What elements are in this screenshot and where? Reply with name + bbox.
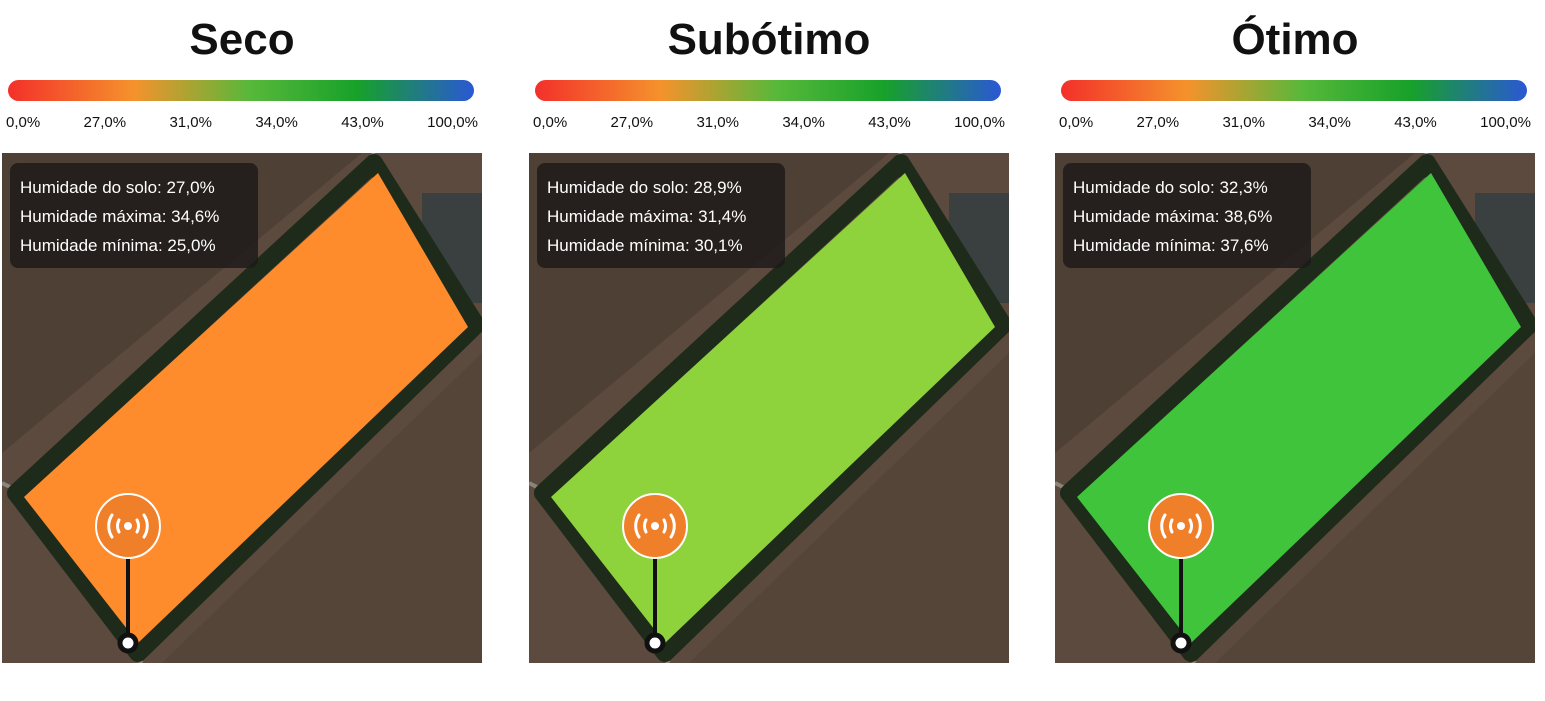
scale-label: 0,0% [533, 114, 568, 131]
color-scale-bar [535, 80, 1001, 101]
signal-wave [634, 513, 641, 539]
signal-wave [669, 513, 676, 539]
tree-line [1060, 154, 1535, 662]
panel-title: Subótimo [667, 15, 871, 64]
scale-label: 27,0% [610, 114, 654, 131]
info-box: Humidade do solo: 27,0% Humidade máxima: … [10, 163, 258, 268]
signal-wave [1160, 513, 1167, 539]
signal-wave [662, 518, 667, 534]
signal-wave [1195, 513, 1202, 539]
soil-patch [1215, 353, 1535, 663]
panel: Seco 0,0% 27,0% 31,0% 34,0% 43,0% 100,0% Humida… [2, 0, 482, 701]
sensor-base [117, 632, 139, 654]
scale-label: 27,0% [1136, 114, 1180, 131]
sensor-dot [651, 522, 659, 530]
signal-wave [142, 513, 149, 539]
info-box: Humidade do solo: 28,9% Humidade máxima: … [537, 163, 785, 268]
scale-label: 100,0% [1480, 114, 1531, 131]
info-line: Humidade mínima: 25,0% [20, 236, 216, 255]
info-line: Humidade do solo: 27,0% [20, 178, 215, 197]
panel-title: Ótimo [1231, 15, 1359, 64]
scale-label: 43,0% [1394, 114, 1437, 131]
scale-label: 27,0% [83, 114, 127, 131]
panel-title: Seco [189, 15, 295, 64]
signal-wave [1188, 518, 1193, 534]
scale-label: 100,0% [427, 114, 478, 131]
scale-label: 43,0% [341, 114, 384, 131]
info-line: Humidade mínima: 30,1% [547, 236, 743, 255]
scale-label: 43,0% [868, 114, 911, 131]
info-line: Humidade máxima: 34,6% [20, 207, 220, 226]
info-line: Humidade mínima: 37,6% [1073, 236, 1269, 255]
signal-wave [116, 518, 121, 534]
panel: Ótimo 0,0% 27,0% 31,0% 34,0% 43,0% 100,0% Humid… [1055, 0, 1535, 701]
info-line: Humidade do solo: 28,9% [547, 178, 742, 197]
signal-wave [643, 518, 648, 534]
sensor-dot [124, 522, 132, 530]
info-box: Humidade do solo: 32,3% Humidade máxima: … [1063, 163, 1311, 268]
soil-patch [162, 353, 482, 663]
panel: Subótimo 0,0% 27,0% 31,0% 34,0% 43,0% 100,0% Hu… [529, 0, 1009, 701]
sensor-base [1170, 632, 1192, 654]
soil-patch [689, 353, 1009, 663]
signal-wave [107, 513, 114, 539]
scale-label: 34,0% [255, 114, 298, 131]
scale-label: 0,0% [1059, 114, 1094, 131]
scale-labels: 0,0% 27,0% 31,0% 34,0% 43,0% 100,0% [1059, 114, 1531, 131]
scale-label: 31,0% [1222, 114, 1265, 131]
scale-label: 31,0% [169, 114, 212, 131]
tree-line [534, 154, 1009, 662]
scale-label: 0,0% [6, 114, 41, 131]
sensor-dot [1177, 522, 1185, 530]
scale-label: 31,0% [696, 114, 739, 131]
scale-labels: 0,0% 27,0% 31,0% 34,0% 43,0% 100,0% [6, 114, 478, 131]
scale-label: 100,0% [954, 114, 1005, 131]
signal-wave [135, 518, 140, 534]
info-line: Humidade máxima: 38,6% [1073, 207, 1273, 226]
color-scale-bar [1061, 80, 1527, 101]
scale-label: 34,0% [782, 114, 825, 131]
color-scale-bar [8, 80, 474, 101]
sensor-base [644, 632, 666, 654]
tree-line [7, 154, 482, 662]
scale-label: 34,0% [1308, 114, 1351, 131]
signal-wave [1169, 518, 1174, 534]
info-line: Humidade máxima: 31,4% [547, 207, 747, 226]
scale-labels: 0,0% 27,0% 31,0% 34,0% 43,0% 100,0% [533, 114, 1005, 131]
info-line: Humidade do solo: 32,3% [1073, 178, 1268, 197]
